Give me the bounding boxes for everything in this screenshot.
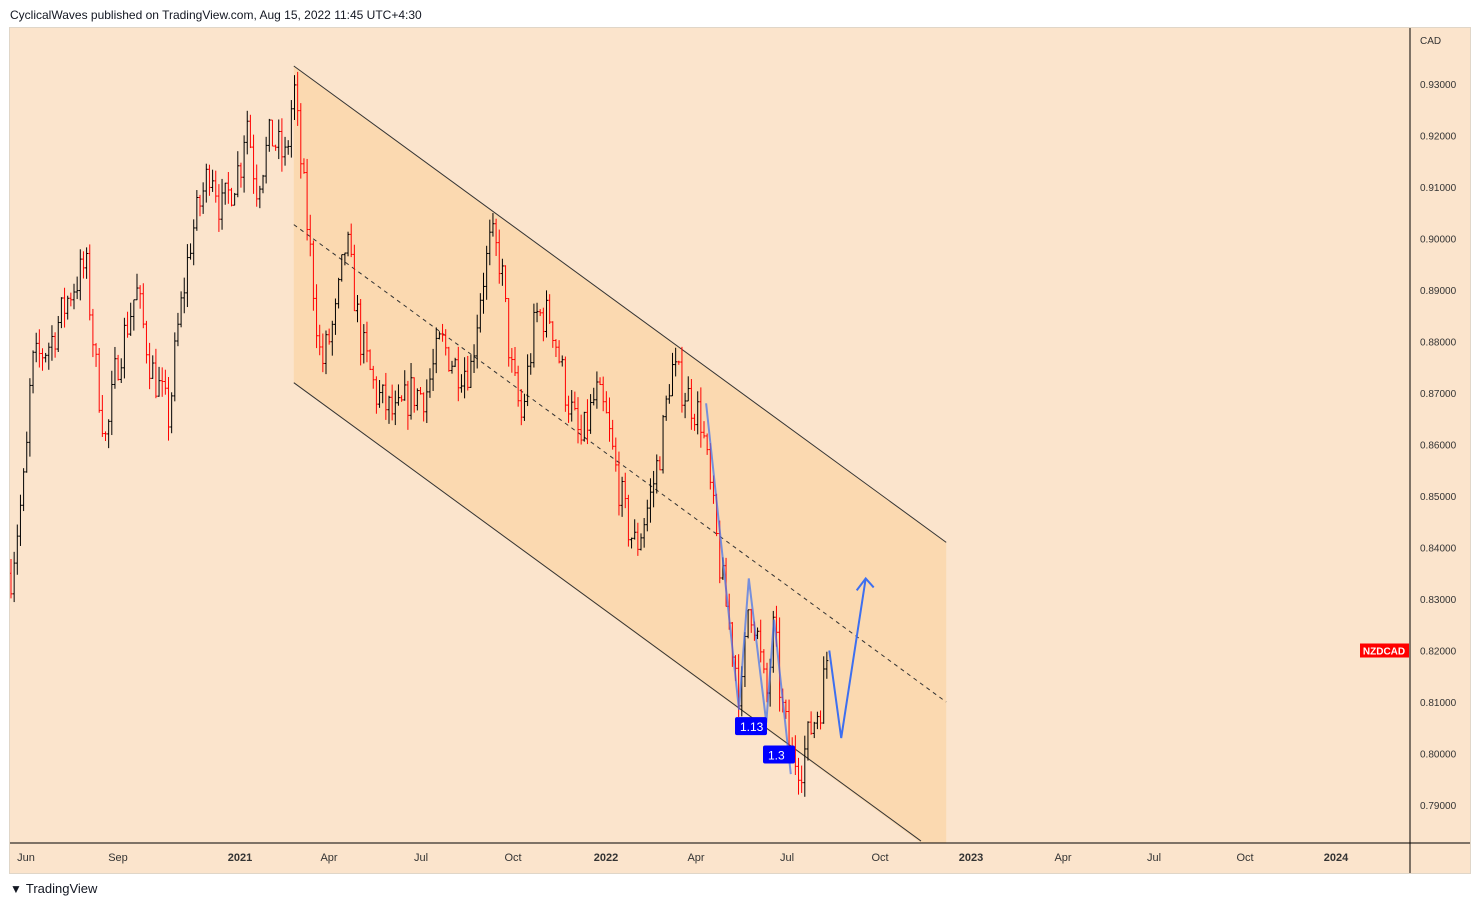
x-tick-label: Jun bbox=[17, 852, 35, 864]
x-tick-label: 2021 bbox=[228, 852, 252, 864]
tradingview-brand[interactable]: ▼ TradingView bbox=[10, 881, 97, 896]
y-tick-label: 0.90000 bbox=[1420, 235, 1457, 246]
y-tick-label: 0.85000 bbox=[1420, 492, 1457, 503]
x-tick-label: Jul bbox=[780, 852, 794, 864]
brand-name: TradingView bbox=[25, 881, 98, 896]
x-tick-label: Apr bbox=[687, 852, 704, 864]
x-tick-label: Sep bbox=[108, 852, 128, 864]
y-tick-label: 0.79000 bbox=[1420, 801, 1457, 812]
channel-lower-line bbox=[293, 382, 922, 842]
y-tick-label: 0.87000 bbox=[1420, 389, 1457, 400]
y-tick-label: 0.93000 bbox=[1420, 80, 1457, 91]
currency-label: CAD bbox=[1420, 36, 1441, 47]
x-tick-label: Oct bbox=[1236, 852, 1253, 864]
y-tick-label: 0.80000 bbox=[1420, 750, 1457, 761]
y-tick-label: 0.88000 bbox=[1420, 338, 1457, 349]
x-tick-label: 2024 bbox=[1324, 852, 1349, 864]
price-chart[interactable]: 1.13 1.3 CAD 0.93000 0.92000 0.91000 0.90000 0.… bbox=[10, 28, 1470, 873]
y-tick-label: 0.83000 bbox=[1420, 595, 1457, 606]
fib-label: 1.13 bbox=[740, 720, 764, 734]
fib-label-bg bbox=[763, 745, 795, 764]
y-tick-label: 0.92000 bbox=[1420, 132, 1457, 143]
channel-median-line bbox=[293, 224, 947, 703]
y-tick-label: 0.84000 bbox=[1420, 544, 1457, 555]
channel-upper-line bbox=[293, 65, 947, 543]
x-tick-label: Oct bbox=[871, 852, 888, 864]
publish-header: CyclicalWaves published on TradingView.c… bbox=[10, 8, 422, 22]
symbol-tag: NZDCAD bbox=[1363, 647, 1405, 658]
x-tick-label: Oct bbox=[504, 852, 521, 864]
x-tick-label: 2023 bbox=[959, 852, 983, 864]
channel-fill bbox=[293, 65, 947, 844]
wave-path bbox=[705, 403, 792, 775]
x-tick-label: 2022 bbox=[594, 852, 618, 864]
arrow-head-icon bbox=[855, 576, 875, 592]
x-tick-label: Apr bbox=[320, 852, 337, 864]
x-tick-label: Apr bbox=[1054, 852, 1071, 864]
projection-arrow bbox=[828, 578, 867, 739]
chart-area[interactable]: 1.13 1.3 CAD 0.93000 0.92000 0.91000 0.90000 0.… bbox=[9, 27, 1471, 874]
fib-label: 1.3 bbox=[768, 749, 785, 763]
x-tick-label: Jul bbox=[1147, 852, 1161, 864]
tradingview-logo-icon: ▼ bbox=[10, 881, 22, 896]
fib-label-bg bbox=[735, 717, 767, 736]
y-tick-label: 0.91000 bbox=[1420, 183, 1457, 194]
y-tick-label: 0.86000 bbox=[1420, 441, 1457, 452]
y-tick-label: 0.81000 bbox=[1420, 698, 1457, 709]
symbol-tag-bg bbox=[1360, 643, 1409, 658]
y-tick-label: 0.82000 bbox=[1420, 647, 1457, 658]
x-tick-label: Jul bbox=[414, 852, 428, 864]
y-tick-label: 0.89000 bbox=[1420, 286, 1457, 297]
